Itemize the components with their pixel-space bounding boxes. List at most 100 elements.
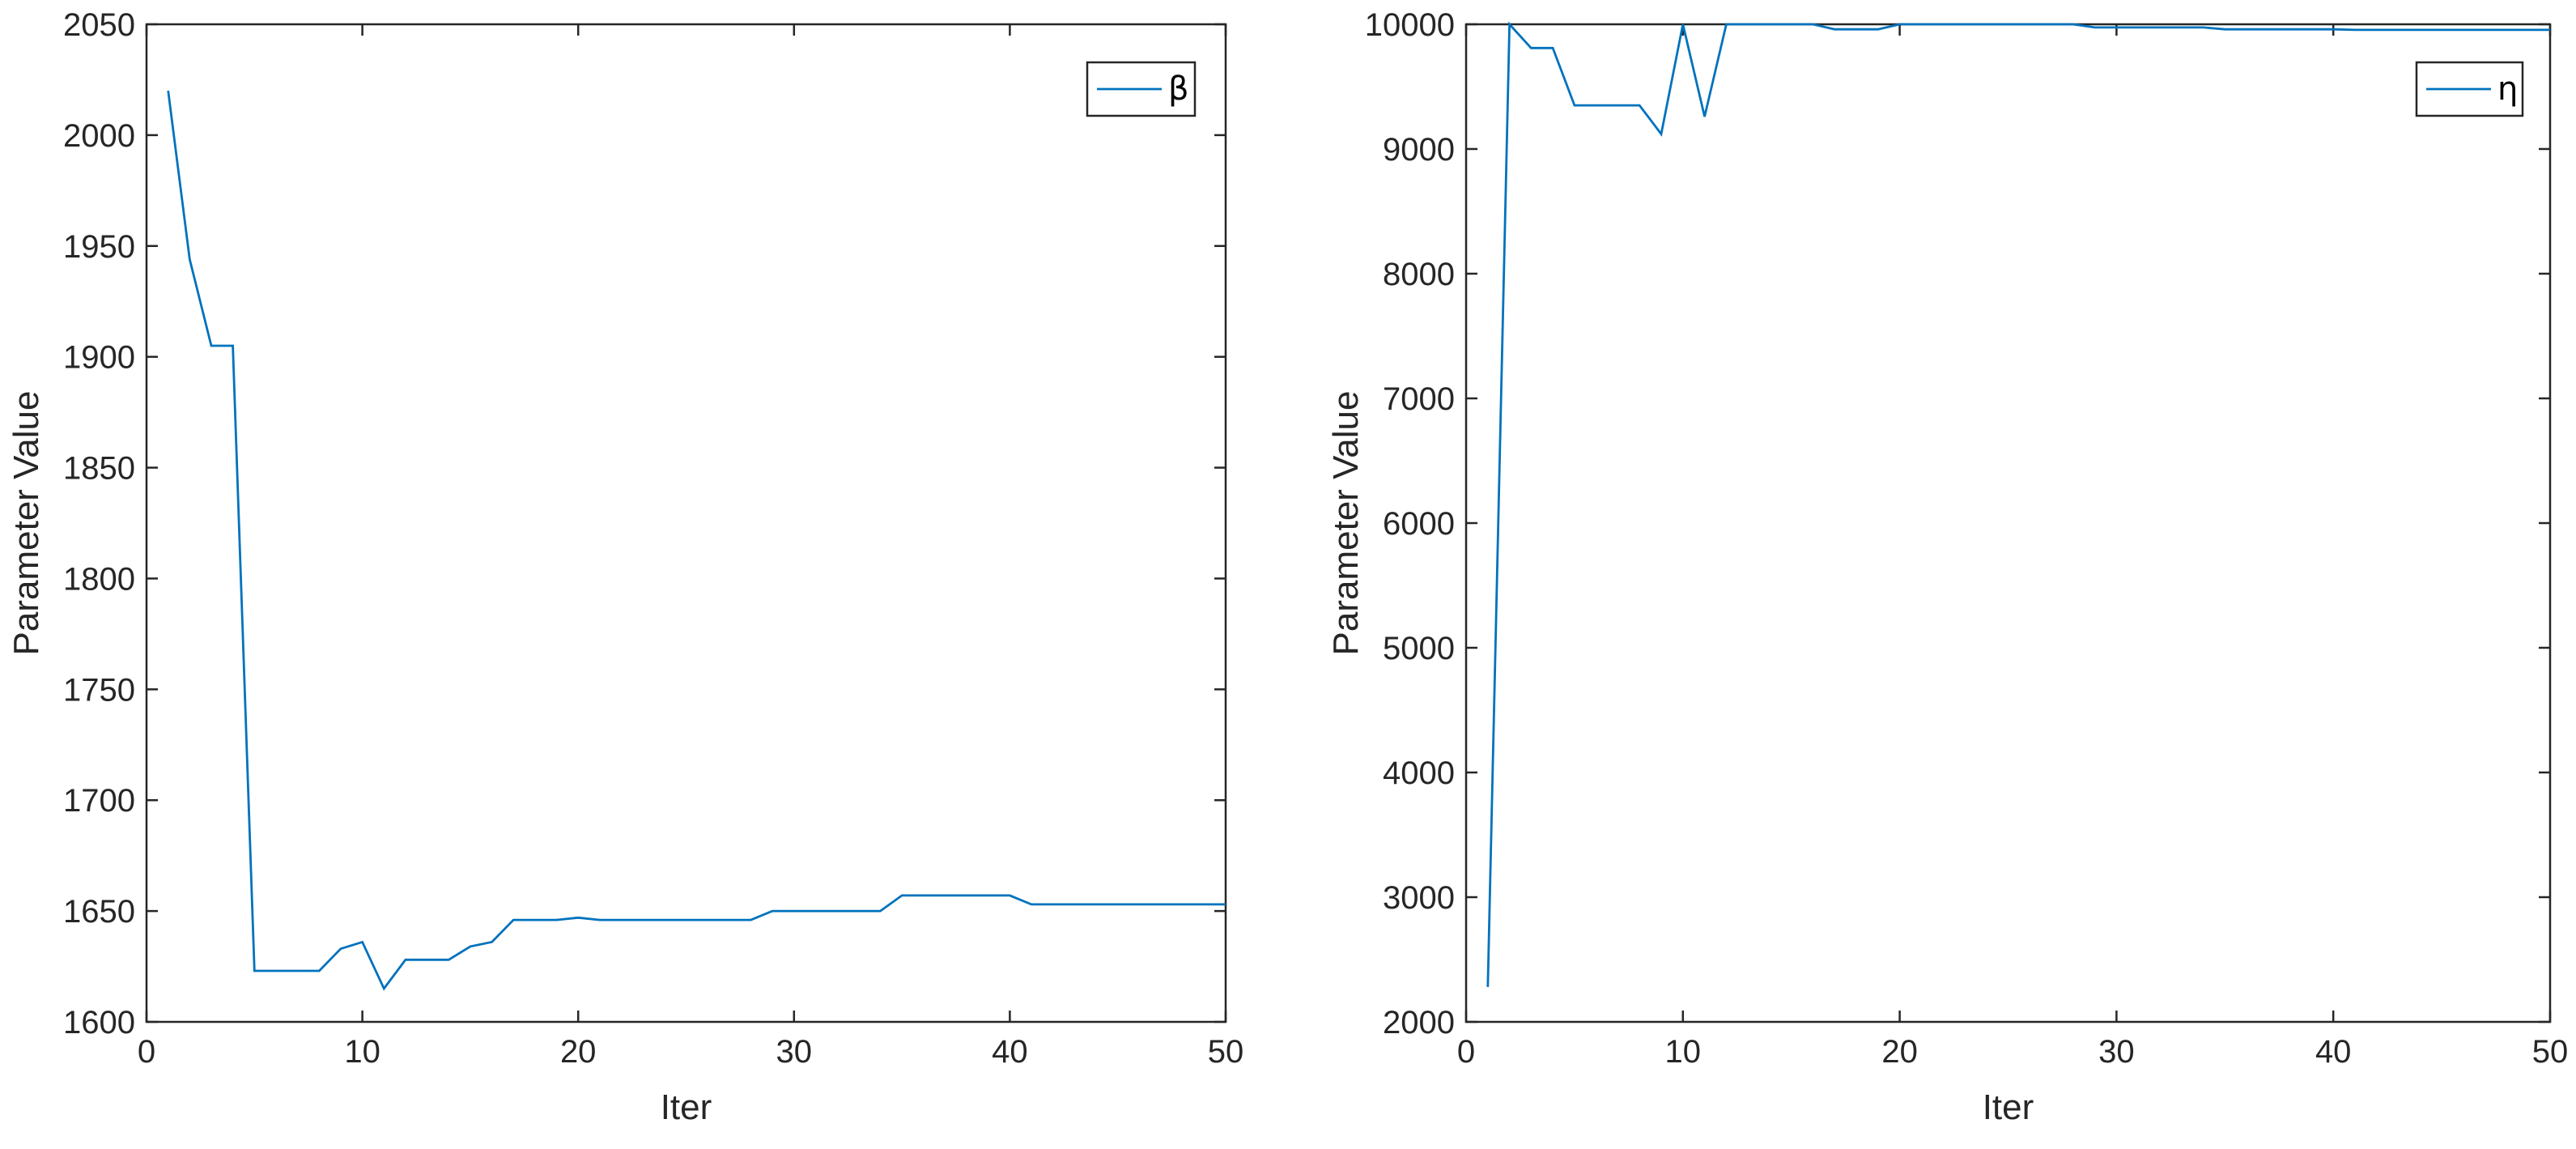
- right-chart-data-point: [1877, 28, 1880, 31]
- left-chart-data-point: [1030, 903, 1033, 906]
- right-chart-data-point: [1746, 23, 1749, 26]
- right-chart-data-point: [2418, 28, 2421, 32]
- right-chart-data-point: [1703, 115, 1707, 118]
- right-chart-y-tick-label: 6000: [1383, 506, 1455, 542]
- left-chart-data-point: [469, 945, 472, 948]
- right-chart-data-point: [2094, 26, 2097, 29]
- left-chart-x-tick-label: 10: [344, 1034, 380, 1070]
- left-chart-data-point: [728, 918, 731, 921]
- right-chart-y-tick-label: 7000: [1383, 381, 1455, 417]
- left-chart-x-axis-label: Iter: [661, 1087, 712, 1127]
- right-chart-data-point: [1529, 46, 1532, 49]
- left-chart-y-tick-label: 1600: [63, 1005, 135, 1040]
- right-chart-data-point: [1898, 23, 1902, 26]
- left-chart-data-point: [317, 969, 321, 972]
- left-chart-data-point: [1052, 903, 1055, 906]
- right-chart-data-point: [1681, 23, 1685, 26]
- left-chart-data-point: [987, 894, 990, 897]
- left-chart-data-point: [835, 909, 839, 913]
- left-chart-data-point: [900, 894, 903, 897]
- left-chart-data-point: [641, 918, 644, 921]
- left-chart-data-point: [576, 916, 580, 919]
- left-chart-data-point: [1073, 903, 1076, 906]
- right-chart-data-point: [2375, 28, 2378, 32]
- left-chart-axes-box: [145, 23, 1227, 1023]
- right-chart-data-point: [1941, 23, 1945, 26]
- right-chart-data-point: [1919, 23, 1923, 26]
- left-chart-y-axis-label: Parameter Value: [6, 391, 46, 656]
- left-chart-data-point: [1137, 903, 1141, 906]
- left-chart-y-tick-label: 1700: [63, 783, 135, 819]
- right-chart-data-point: [2353, 28, 2357, 32]
- left-chart-data-point: [512, 918, 515, 921]
- right-chart-data-points: [1486, 23, 2552, 989]
- right-chart-x-tick-label: 50: [2532, 1034, 2569, 1070]
- right-chart-y-tick-label: 8000: [1383, 257, 1455, 292]
- right-chart-data-point: [1790, 23, 1793, 26]
- left-chart-data-point: [706, 918, 709, 921]
- right-chart-data-point: [2180, 26, 2183, 29]
- left-chart-data-point: [491, 940, 494, 943]
- left-chart-data-point: [1202, 903, 1205, 906]
- left-chart-data-point: [339, 947, 342, 951]
- left-chart-data-point: [253, 969, 256, 972]
- left-chart-data-point: [922, 894, 925, 897]
- left-chart-data-point: [555, 918, 559, 921]
- left-chart-data-point: [663, 918, 666, 921]
- left-chart-data-point: [878, 909, 882, 913]
- right-chart-data-point: [2028, 23, 2031, 26]
- left-chart-x-tick-label: 30: [776, 1034, 813, 1070]
- right-chart-data-point: [2548, 28, 2552, 32]
- left-chart-data-point: [620, 918, 623, 921]
- left-chart-legend-label: β: [1168, 70, 1189, 108]
- right-chart-data-point: [2267, 28, 2270, 31]
- right-chart-data-point: [2158, 26, 2162, 29]
- left-chart-data-point: [274, 969, 278, 972]
- right-chart-data-point: [2505, 28, 2508, 32]
- left-chart-data-point: [232, 344, 235, 347]
- right-chart-data-point: [2007, 23, 2010, 26]
- right-chart-data-point: [1638, 104, 1641, 107]
- right-chart: 0 10 20 30 40 50 2000 3000 4000 5000 6000 7000 8000 9…: [1326, 7, 2568, 1127]
- right-chart-y-tick-label: 3000: [1383, 880, 1455, 916]
- right-chart-data-point: [2072, 23, 2075, 26]
- right-chart-x-tick-label: 40: [2315, 1034, 2352, 1070]
- right-chart-x-tick-label: 30: [2098, 1034, 2135, 1070]
- left-chart-data-point: [1095, 903, 1098, 906]
- left-chart-data-point: [447, 958, 450, 961]
- right-chart-data-point: [1768, 23, 1771, 26]
- left-chart-legend: β: [1086, 61, 1197, 117]
- right-chart-data-point: [1660, 133, 1663, 136]
- left-chart-y-tick-label: 1850: [63, 451, 135, 487]
- left-chart-data-point: [426, 958, 429, 961]
- right-chart-axes-box: [1464, 23, 2552, 1023]
- right-chart-data-point: [2136, 26, 2140, 29]
- left-chart-y-tick-label: 2050: [63, 7, 135, 43]
- right-chart-y-tick-label: 9000: [1383, 132, 1455, 168]
- left-chart-data-point: [749, 918, 752, 921]
- right-chart-y-tick-label: 4000: [1383, 755, 1455, 791]
- left-chart-data-point: [382, 987, 385, 990]
- left-chart-y-tick-label: 1900: [63, 340, 135, 376]
- left-chart-data-point: [1159, 903, 1163, 906]
- right-chart-data-point: [2245, 28, 2248, 31]
- right-chart-y-tick-label: 10000: [1365, 7, 1455, 43]
- right-chart-x-tick-label: 10: [1665, 1034, 1702, 1070]
- left-chart-data-point: [167, 89, 170, 92]
- left-chart-data-point: [361, 940, 364, 943]
- right-chart-data-point: [1508, 23, 1511, 26]
- left-chart-data-point: [771, 909, 774, 913]
- right-chart-legend-label: η: [2497, 70, 2518, 108]
- right-chart-x-tick-label: 0: [1457, 1034, 1475, 1070]
- right-chart-series-line: [1486, 21, 2550, 987]
- left-chart-data-point: [943, 894, 946, 897]
- left-chart-data-point: [598, 918, 601, 921]
- left-chart-data-point: [1224, 903, 1227, 906]
- left-chart-data-point: [296, 969, 300, 972]
- left-chart-data-point: [965, 894, 968, 897]
- right-chart-data-point: [2310, 28, 2313, 31]
- left-chart-data-point: [188, 257, 191, 261]
- right-chart-data-point: [1833, 28, 1836, 31]
- left-chart-data-point: [210, 344, 213, 347]
